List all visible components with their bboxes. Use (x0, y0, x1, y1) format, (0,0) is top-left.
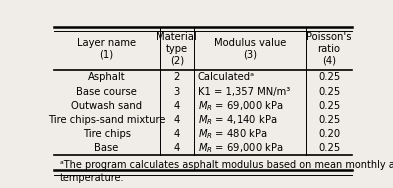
Text: Asphalt: Asphalt (88, 72, 125, 82)
Text: $\mathit{M}_\mathit{R}$ = 480 kPa: $\mathit{M}_\mathit{R}$ = 480 kPa (198, 127, 268, 141)
Text: $\mathit{M}_\mathit{R}$ = 69,000 kPa: $\mathit{M}_\mathit{R}$ = 69,000 kPa (198, 99, 283, 113)
Text: Tire chips: Tire chips (83, 129, 131, 139)
Text: temperature.: temperature. (60, 173, 124, 183)
Text: Outwash sand: Outwash sand (71, 101, 142, 111)
Text: Calculatedᵃ: Calculatedᵃ (198, 72, 255, 82)
Text: Base course: Base course (76, 87, 137, 97)
Text: $\mathit{M}_\mathit{R}$ = 4,140 kPa: $\mathit{M}_\mathit{R}$ = 4,140 kPa (198, 113, 277, 127)
Text: 3: 3 (174, 87, 180, 97)
Text: Tire chips-sand mixture: Tire chips-sand mixture (48, 115, 165, 125)
Text: Layer name
(1): Layer name (1) (77, 38, 136, 59)
Text: 0.25: 0.25 (318, 143, 340, 153)
Text: 0.25: 0.25 (318, 87, 340, 97)
Text: 2: 2 (174, 72, 180, 82)
Text: Material
type
(2): Material type (2) (156, 32, 197, 65)
Text: 0.25: 0.25 (318, 101, 340, 111)
Text: Modulus value
(3): Modulus value (3) (214, 38, 286, 59)
Text: Base: Base (94, 143, 119, 153)
Text: ᵃThe program calculates asphalt modulus based on mean monthly air: ᵃThe program calculates asphalt modulus … (60, 160, 393, 170)
Text: K1 = 1,357 MN/m³: K1 = 1,357 MN/m³ (198, 87, 290, 97)
Text: 4: 4 (174, 143, 180, 153)
Text: 4: 4 (174, 101, 180, 111)
Text: 0.25: 0.25 (318, 72, 340, 82)
Text: 4: 4 (174, 115, 180, 125)
Text: $\mathit{M}_\mathit{R}$ = 69,000 kPa: $\mathit{M}_\mathit{R}$ = 69,000 kPa (198, 141, 283, 155)
Text: 0.20: 0.20 (318, 129, 340, 139)
Text: 4: 4 (174, 129, 180, 139)
Text: 0.25: 0.25 (318, 115, 340, 125)
Text: Poisson's
ratio
(4): Poisson's ratio (4) (306, 32, 352, 65)
